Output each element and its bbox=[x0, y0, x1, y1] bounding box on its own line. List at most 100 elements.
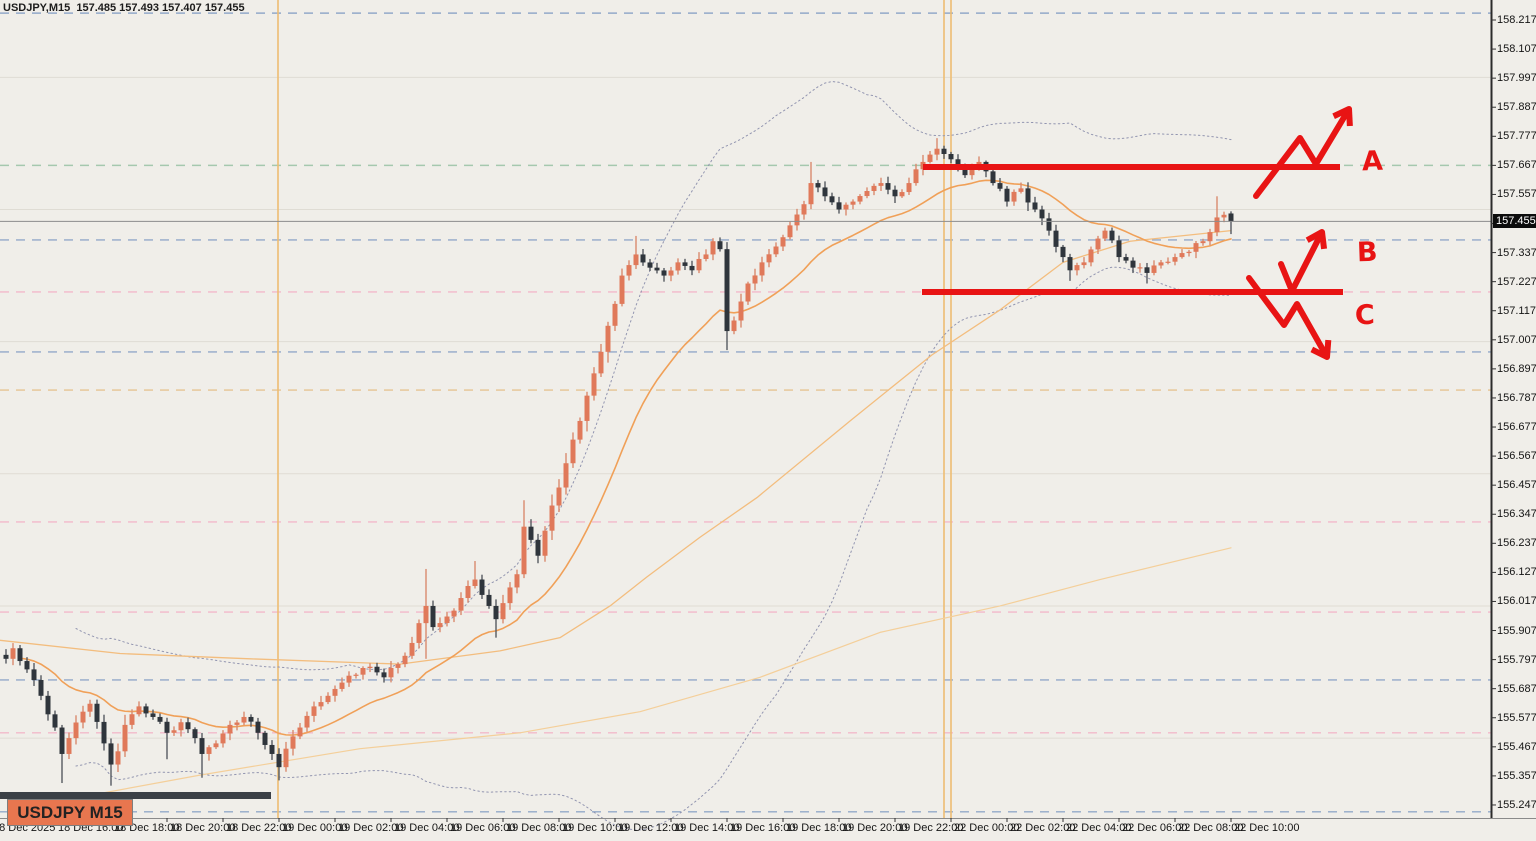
candle-bear bbox=[486, 594, 492, 606]
time-axis-label: 22 Dec 00:00 bbox=[954, 822, 1020, 834]
candle-bull bbox=[570, 439, 576, 464]
bollinger-lower-band bbox=[75, 266, 1232, 831]
price-axis-label: 156.347 bbox=[1497, 508, 1536, 521]
candle-bear bbox=[262, 732, 268, 745]
candle-bear bbox=[1228, 213, 1234, 222]
price-axis-label: 157.337 bbox=[1497, 246, 1536, 259]
candle-bull bbox=[178, 722, 184, 731]
candle-bear bbox=[3, 654, 9, 659]
candle-bull bbox=[1221, 214, 1227, 218]
candle-bear bbox=[150, 713, 156, 717]
time-axis-label: 19 Dec 08:00 bbox=[506, 822, 572, 834]
candle-bull bbox=[115, 751, 121, 765]
price-axis-label: 157.117 bbox=[1497, 304, 1536, 317]
candle-bear bbox=[199, 738, 205, 754]
price-axis-label: 156.677 bbox=[1497, 421, 1536, 434]
time-axis-label: 19 Dec 18:00 bbox=[786, 822, 852, 834]
candle-bull bbox=[1214, 217, 1220, 233]
price-axis-label: 157.667 bbox=[1497, 159, 1536, 172]
price-axis-label: 157.007 bbox=[1497, 333, 1536, 346]
candle-bear bbox=[374, 666, 380, 673]
candle-bear bbox=[955, 159, 961, 167]
candle-bull bbox=[10, 648, 16, 659]
candle-bull bbox=[808, 183, 814, 205]
candle-bull bbox=[1095, 238, 1101, 250]
candle-bear bbox=[822, 187, 828, 197]
candle-bear bbox=[45, 695, 51, 715]
candle-bear bbox=[892, 189, 898, 197]
candle-bull bbox=[1011, 191, 1017, 202]
candle-bear bbox=[1130, 260, 1136, 268]
candle-bull bbox=[521, 526, 527, 575]
candle-bull bbox=[1081, 262, 1087, 266]
candle-bull bbox=[871, 185, 877, 192]
candle-bull bbox=[899, 192, 905, 197]
price-axis-label: 156.127 bbox=[1497, 566, 1536, 579]
candle-bear bbox=[1144, 267, 1150, 273]
candle-bear bbox=[948, 154, 954, 160]
price-axis-label: 158.217 bbox=[1497, 14, 1536, 26]
candle-bull bbox=[675, 262, 681, 271]
candle-bull bbox=[759, 262, 765, 276]
price-axis-label: 155.797 bbox=[1497, 653, 1536, 666]
candle-bull bbox=[465, 585, 471, 599]
candle-bull bbox=[514, 574, 520, 588]
candle-bull bbox=[969, 168, 975, 176]
candle-bull bbox=[1172, 257, 1178, 262]
candle-bear bbox=[255, 721, 261, 733]
candle-bear bbox=[1025, 188, 1031, 203]
medium-ma-line bbox=[0, 229, 1232, 665]
candle-bull bbox=[556, 487, 562, 506]
price-axis-label: 156.457 bbox=[1497, 479, 1536, 492]
candle-bull bbox=[290, 736, 296, 749]
candle-bull bbox=[437, 623, 443, 628]
candle-bull bbox=[213, 743, 219, 748]
price-axis-label: 157.557 bbox=[1497, 188, 1536, 201]
price-axis-label: 156.017 bbox=[1497, 595, 1536, 608]
candle-bull bbox=[584, 395, 590, 421]
candle-bear bbox=[640, 254, 646, 263]
candle-bull bbox=[906, 183, 912, 193]
candle-bear bbox=[248, 716, 254, 722]
candle-bull bbox=[472, 579, 478, 586]
candle-bull bbox=[934, 148, 940, 155]
candle-bull bbox=[668, 270, 674, 276]
candle-bull bbox=[395, 664, 401, 668]
candle-bear bbox=[59, 727, 65, 754]
breakdown-arrow bbox=[1246, 275, 1330, 360]
candle-bear bbox=[479, 579, 485, 595]
candle-bear bbox=[535, 539, 541, 556]
price-axis-label: 155.357 bbox=[1497, 769, 1536, 782]
candle-bull bbox=[388, 667, 394, 678]
price-axis-label: 158.107 bbox=[1497, 43, 1536, 56]
price-axis-label: 156.787 bbox=[1497, 391, 1536, 404]
candle-bull bbox=[451, 610, 457, 617]
candle-bear bbox=[24, 661, 30, 670]
candle-bull bbox=[780, 237, 786, 247]
candle-bull bbox=[710, 241, 716, 255]
price-axis-label: 155.247 bbox=[1497, 798, 1536, 811]
candle-bear bbox=[143, 706, 149, 714]
time-axis-label: 19 Dec 10:00 bbox=[562, 822, 628, 834]
candle-bear bbox=[1116, 240, 1122, 258]
time-axis-label: 19 Dec 02:00 bbox=[338, 822, 404, 834]
time-axis-label: 19 Dec 22:00 bbox=[898, 822, 964, 834]
candle-bull bbox=[339, 682, 345, 689]
candle-bear bbox=[941, 148, 947, 155]
candle-bear bbox=[493, 605, 499, 620]
candle-bull bbox=[598, 351, 604, 374]
candle-bear bbox=[108, 743, 114, 765]
price-axis-label: 155.907 bbox=[1497, 624, 1536, 637]
candle-bull bbox=[1102, 230, 1108, 239]
candle-bull bbox=[360, 668, 366, 675]
candle-bull bbox=[444, 616, 450, 624]
candle-bull bbox=[801, 204, 807, 215]
candle-bull bbox=[416, 623, 422, 643]
candle-bear bbox=[1039, 209, 1045, 219]
candle-bull bbox=[745, 283, 751, 302]
time-axis-label: 22 Dec 06:00 bbox=[1122, 822, 1188, 834]
candle-bull bbox=[738, 301, 744, 321]
candle-bull bbox=[927, 154, 933, 162]
